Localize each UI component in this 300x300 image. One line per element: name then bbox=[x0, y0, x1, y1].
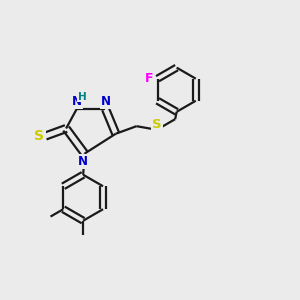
Text: F: F bbox=[145, 72, 154, 85]
Text: N: N bbox=[100, 95, 110, 108]
Text: N: N bbox=[72, 95, 82, 108]
Text: S: S bbox=[34, 129, 44, 143]
Text: H: H bbox=[78, 92, 86, 101]
Text: S: S bbox=[152, 118, 162, 131]
Text: N: N bbox=[78, 155, 88, 168]
